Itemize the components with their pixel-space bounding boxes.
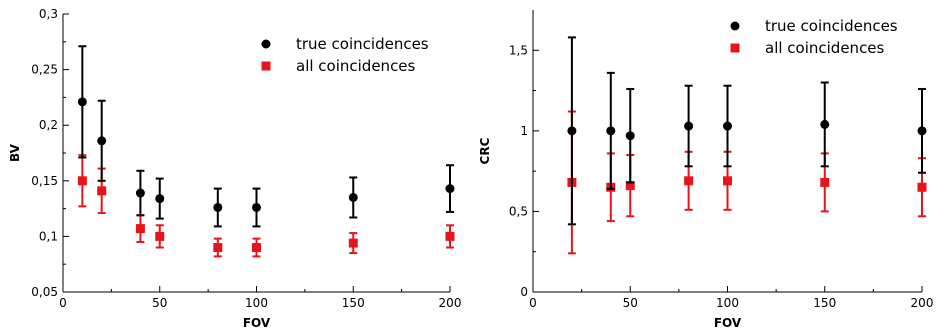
legend: true coincidences all coincidences	[730, 17, 898, 57]
x-tick-label: 200	[911, 296, 934, 310]
x-tick-label: 0	[529, 296, 537, 310]
data-point	[445, 231, 455, 241]
legend-label: all coincidences	[296, 57, 416, 75]
legend-marker	[730, 43, 740, 53]
y-axis-label: BV	[8, 143, 22, 162]
data-point	[606, 126, 616, 136]
data-point	[348, 238, 358, 248]
legend-label: true coincidences	[765, 17, 898, 35]
x-tick-label: 150	[813, 296, 836, 310]
data-point	[684, 121, 694, 131]
x-axis-label: FOV	[243, 316, 271, 330]
x-axis-label: FOV	[714, 316, 742, 330]
data-point	[917, 182, 927, 192]
data-point	[445, 184, 455, 194]
data-point	[820, 177, 830, 187]
y-tick-label: 0,05	[31, 285, 58, 299]
y-tick-label: 0,3	[39, 7, 58, 21]
legend-marker	[261, 39, 271, 49]
data-point	[917, 126, 927, 136]
data-point	[77, 97, 87, 107]
data-point	[213, 243, 223, 253]
x-tick-label: 150	[342, 296, 365, 310]
legend-label: true coincidences	[296, 35, 429, 53]
data-point	[155, 194, 165, 204]
x-tick-label: 50	[152, 296, 167, 310]
bv-chart: 0 50 100 150 200 0,05 0,1 0,15 0,2 0,25 0,3 FOV BV tr…	[8, 7, 461, 330]
legend-marker	[261, 61, 271, 71]
data-point	[625, 131, 635, 141]
x-tick-label: 0	[59, 296, 67, 310]
x-tick-label: 200	[439, 296, 462, 310]
data-point	[252, 202, 261, 212]
data-point	[77, 176, 87, 186]
data-point	[252, 243, 261, 253]
data-point	[135, 224, 145, 234]
data-point	[213, 202, 223, 212]
data-point	[348, 192, 358, 202]
x-tick-label: 50	[623, 296, 638, 310]
data-point	[684, 176, 694, 186]
legend: true coincidences all coincidences	[261, 35, 429, 75]
data-point	[723, 121, 732, 131]
y-tick-label: 0,2	[39, 118, 58, 132]
x-tick-label: 100	[716, 296, 739, 310]
y-tick-label: 1	[520, 124, 528, 138]
y-tick-label: 0	[520, 285, 528, 299]
data-point	[723, 176, 732, 186]
data-point	[567, 126, 577, 136]
crc-chart: 0 50 100 150 200 0 0,5 1 1,5 FOV CRC true coinciden…	[478, 10, 933, 330]
data-point	[97, 136, 107, 146]
data-point	[135, 188, 145, 198]
y-tick-label: 1,5	[509, 43, 528, 57]
data-point	[97, 186, 107, 196]
y-tick-label: 0,1	[39, 229, 58, 243]
legend-label: all coincidences	[765, 39, 885, 57]
y-tick-label: 0,25	[31, 63, 58, 77]
data-point	[155, 231, 165, 241]
y-axis-label: CRC	[478, 137, 492, 164]
data-point	[625, 181, 635, 191]
x-tick-label: 100	[245, 296, 268, 310]
y-tick-label: 0,15	[31, 174, 58, 188]
legend-marker	[730, 21, 740, 31]
y-tick-label: 0,5	[509, 204, 528, 218]
data-point	[820, 119, 830, 129]
